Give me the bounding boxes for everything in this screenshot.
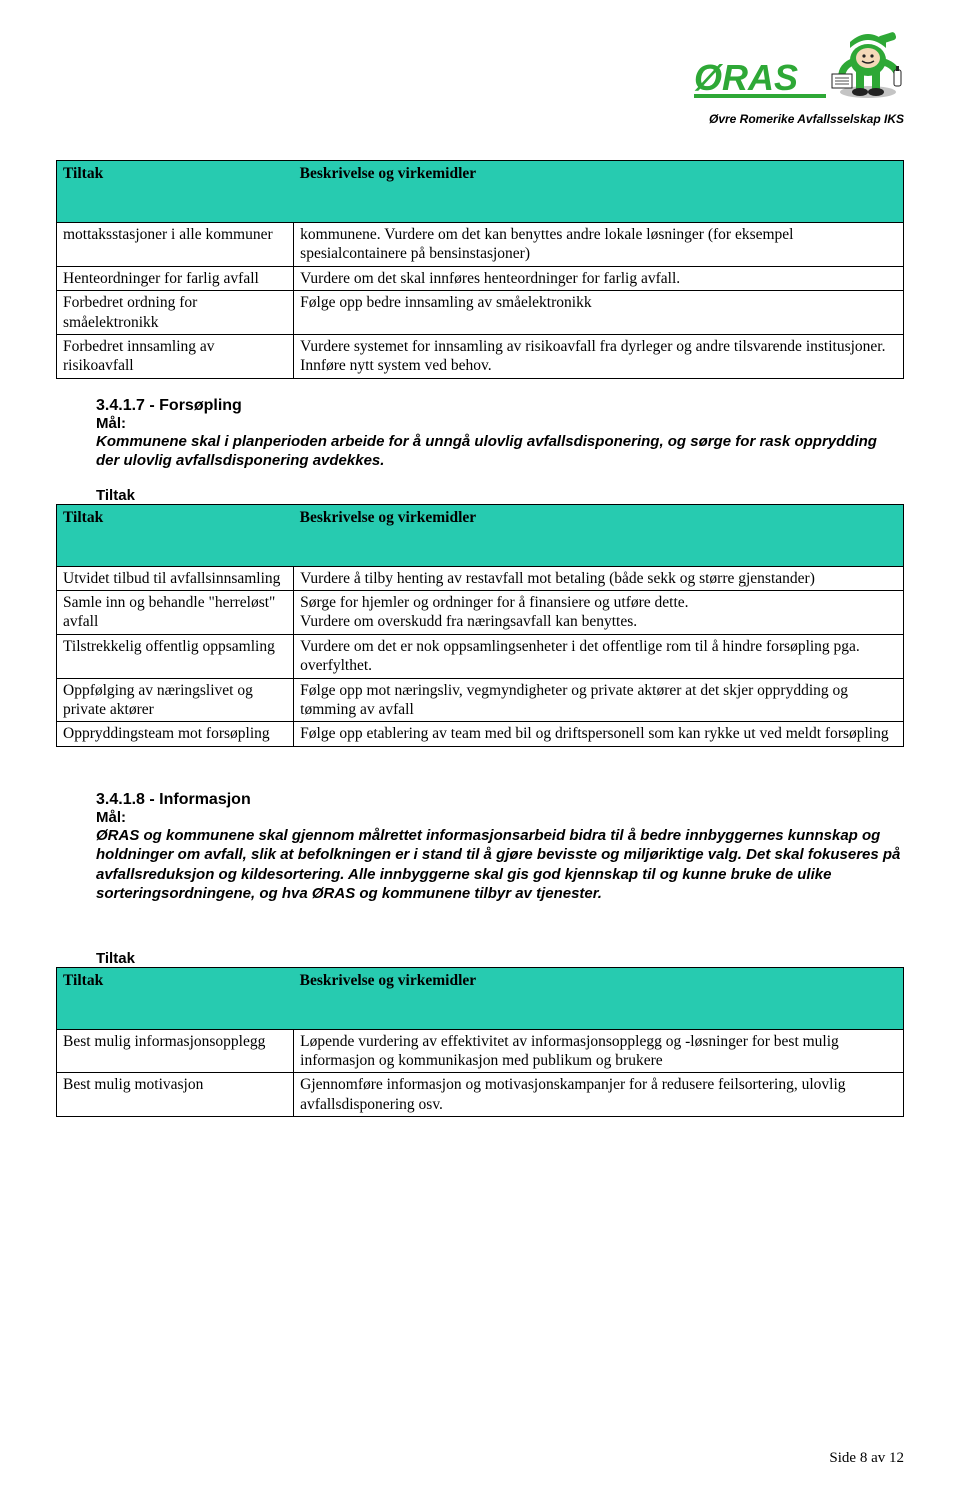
table-cell: Oppryddingsteam mot forsøpling [57, 722, 294, 746]
table-header-col2: Beskrivelse og virkemidler [294, 161, 904, 223]
section-3418-heading: 3.4.1.8 - Informasjon [96, 791, 904, 809]
logo: ØRAS Øvre Romerike Avfallsselskap IKS [694, 18, 904, 126]
table-cell: kommunene. Vurdere om det kan benyttes a… [294, 223, 904, 267]
table-cell: Best mulig informasjonsopplegg [57, 1029, 294, 1073]
table-cell: Vurdere systemet for innsamling av risik… [294, 334, 904, 378]
table-row: Best mulig motivasjonGjennomføre informa… [57, 1073, 904, 1117]
table-cell: Oppfølging av næringslivet og private ak… [57, 678, 294, 722]
logo-caption: Øvre Romerike Avfallsselskap IKS [694, 112, 904, 126]
table-cell: Forbedret ordning for småelektronikk [57, 291, 294, 335]
table-cell: Tilstrekkelig offentlig oppsamling [57, 634, 294, 678]
oras-logo-icon: ØRAS [694, 18, 904, 110]
table-row: Henteordninger for farlig avfallVurdere … [57, 266, 904, 290]
section-3417-mal: Mål: [96, 415, 904, 432]
tiltak-label-2: Tiltak [96, 950, 904, 967]
section-3418-mal: Mål: [96, 809, 904, 826]
table-cell: Følge opp mot næringsliv, vegmyndigheter… [294, 678, 904, 722]
table-row: Oppryddingsteam mot forsøplingFølge opp … [57, 722, 904, 746]
table-header-col2: Beskrivelse og virkemidler [294, 967, 904, 1029]
table-cell: Vurdere om det er nok oppsamlingsenheter… [294, 634, 904, 678]
table-row: Tilstrekkelig offentlig oppsamlingVurder… [57, 634, 904, 678]
table-2: Tiltak Beskrivelse og virkemidler Utvide… [56, 504, 904, 747]
table-1: Tiltak Beskrivelse og virkemidler mottak… [56, 160, 904, 379]
table-row: Best mulig informasjonsoppleggLøpende vu… [57, 1029, 904, 1073]
section-3417-heading: 3.4.1.7 - Forsøpling [96, 397, 904, 415]
tiltak-label-1: Tiltak [96, 487, 904, 504]
table-row: mottaksstasjoner i alle kommunerkommunen… [57, 223, 904, 267]
table-row: Forbedret ordning for småelektronikkFølg… [57, 291, 904, 335]
table-cell: Vurdere om det skal innføres henteordnin… [294, 266, 904, 290]
section-3418: 3.4.1.8 - Informasjon Mål: ØRAS og kommu… [96, 791, 904, 904]
section-3417: 3.4.1.7 - Forsøpling Mål: Kommunene skal… [96, 397, 904, 471]
table-header-col1: Tiltak [57, 504, 294, 566]
logo-text: ØRAS [694, 57, 798, 98]
table-cell: Vurdere å tilby henting av restavfall mo… [294, 566, 904, 590]
table-cell: Løpende vurdering av effektivitet av inf… [294, 1029, 904, 1073]
table-cell: Sørge for hjemler og ordninger for å fin… [294, 591, 904, 635]
table-row: Oppfølging av næringslivet og private ak… [57, 678, 904, 722]
table-header-col2: Beskrivelse og virkemidler [294, 504, 904, 566]
table-cell: Utvidet tilbud til avfallsinnsamling [57, 566, 294, 590]
section-3418-body: ØRAS og kommunene skal gjennom målrettet… [96, 826, 904, 904]
table-cell: Best mulig motivasjon [57, 1073, 294, 1117]
table-3-body: Best mulig informasjonsoppleggLøpende vu… [57, 1029, 904, 1117]
table-cell: Samle inn og behandle "herreløst" avfall [57, 591, 294, 635]
table-row: Utvidet tilbud til avfallsinnsamlingVurd… [57, 566, 904, 590]
table-header-col1: Tiltak [57, 161, 294, 223]
table-2-body: Utvidet tilbud til avfallsinnsamlingVurd… [57, 566, 904, 746]
table-3: Tiltak Beskrivelse og virkemidler Best m… [56, 967, 904, 1118]
table-row: Forbedret innsamling av risikoavfallVurd… [57, 334, 904, 378]
table-cell: Følge opp etablering av team med bil og … [294, 722, 904, 746]
table-cell: Følge opp bedre innsamling av småelektro… [294, 291, 904, 335]
table-1-body: mottaksstasjoner i alle kommunerkommunen… [57, 223, 904, 379]
table-cell: mottaksstasjoner i alle kommuner [57, 223, 294, 267]
section-3417-body: Kommunene skal i planperioden arbeide fo… [96, 432, 904, 471]
table-cell: Forbedret innsamling av risikoavfall [57, 334, 294, 378]
page-footer: Side 8 av 12 [829, 1450, 904, 1467]
table-cell: Gjennomføre informasjon og motivasjonska… [294, 1073, 904, 1117]
table-cell: Henteordninger for farlig avfall [57, 266, 294, 290]
table-row: Samle inn og behandle "herreløst" avfall… [57, 591, 904, 635]
table-header-col1: Tiltak [57, 967, 294, 1029]
